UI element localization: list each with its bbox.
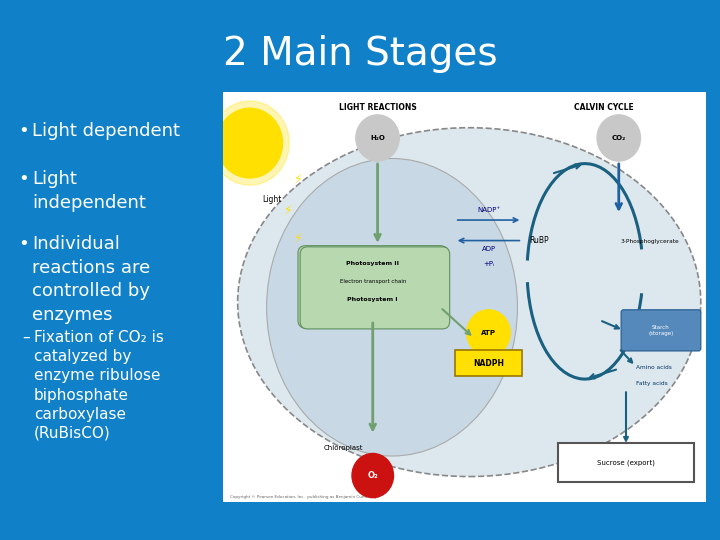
Text: Photosystem II: Photosystem II xyxy=(346,261,400,266)
Circle shape xyxy=(210,101,289,185)
Circle shape xyxy=(597,115,641,161)
Text: H₂O: H₂O xyxy=(370,135,385,141)
Text: ⚡: ⚡ xyxy=(294,232,302,245)
Text: Light: Light xyxy=(262,195,281,204)
Text: Chloroplast: Chloroplast xyxy=(324,446,364,451)
Text: •: • xyxy=(18,122,29,140)
Text: Light
independent: Light independent xyxy=(32,170,146,212)
Text: RuBP: RuBP xyxy=(529,236,549,245)
FancyBboxPatch shape xyxy=(223,92,706,502)
Text: CO₂: CO₂ xyxy=(612,135,626,141)
Text: ATP: ATP xyxy=(481,330,496,336)
FancyBboxPatch shape xyxy=(455,350,522,376)
Text: Individual
reactions are
controlled by
enzymes: Individual reactions are controlled by e… xyxy=(32,235,150,324)
Text: ⚡: ⚡ xyxy=(284,203,293,217)
Text: O₂: O₂ xyxy=(367,471,378,480)
Circle shape xyxy=(217,108,282,178)
Circle shape xyxy=(352,454,394,497)
Text: Starch
(storage): Starch (storage) xyxy=(648,325,673,336)
Text: –: – xyxy=(22,330,30,345)
FancyBboxPatch shape xyxy=(299,246,449,328)
Text: +Pᵢ: +Pᵢ xyxy=(483,261,494,267)
Text: LIGHT REACTIONS: LIGHT REACTIONS xyxy=(338,103,416,112)
Text: Copyright © Pearson Education, Inc.  publishing as Benjamin Cummings: Copyright © Pearson Education, Inc. publ… xyxy=(230,495,379,499)
Circle shape xyxy=(356,115,400,161)
Text: 2 Main Stages: 2 Main Stages xyxy=(222,35,498,73)
Circle shape xyxy=(467,310,510,356)
Text: Photosystem I: Photosystem I xyxy=(348,297,398,302)
FancyBboxPatch shape xyxy=(300,247,450,329)
FancyBboxPatch shape xyxy=(298,246,448,328)
Text: •: • xyxy=(18,170,29,188)
Text: 3-Phosphoglycerate: 3-Phosphoglycerate xyxy=(621,239,680,244)
Text: G3P: G3P xyxy=(631,313,646,322)
Text: ⚡: ⚡ xyxy=(294,172,302,186)
Text: NADP⁺: NADP⁺ xyxy=(477,207,500,213)
Text: Fatty acids: Fatty acids xyxy=(636,381,667,386)
Text: Amino acids: Amino acids xyxy=(636,365,672,370)
Text: Sucrose (export): Sucrose (export) xyxy=(597,460,655,466)
Text: NADPH: NADPH xyxy=(473,359,504,368)
Text: Light dependent: Light dependent xyxy=(32,122,180,140)
Text: Electron transport chain: Electron transport chain xyxy=(340,279,406,284)
Ellipse shape xyxy=(238,127,701,476)
Text: •: • xyxy=(18,235,29,253)
Text: ADP: ADP xyxy=(482,246,495,252)
FancyBboxPatch shape xyxy=(559,443,693,482)
Ellipse shape xyxy=(266,159,518,456)
Text: CALVIN CYCLE: CALVIN CYCLE xyxy=(575,103,634,112)
Text: Fixation of CO₂ is
catalyzed by
enzyme ribulose
biphosphate
carboxylase
(RuBisCO: Fixation of CO₂ is catalyzed by enzyme r… xyxy=(34,330,164,441)
FancyBboxPatch shape xyxy=(621,310,701,351)
